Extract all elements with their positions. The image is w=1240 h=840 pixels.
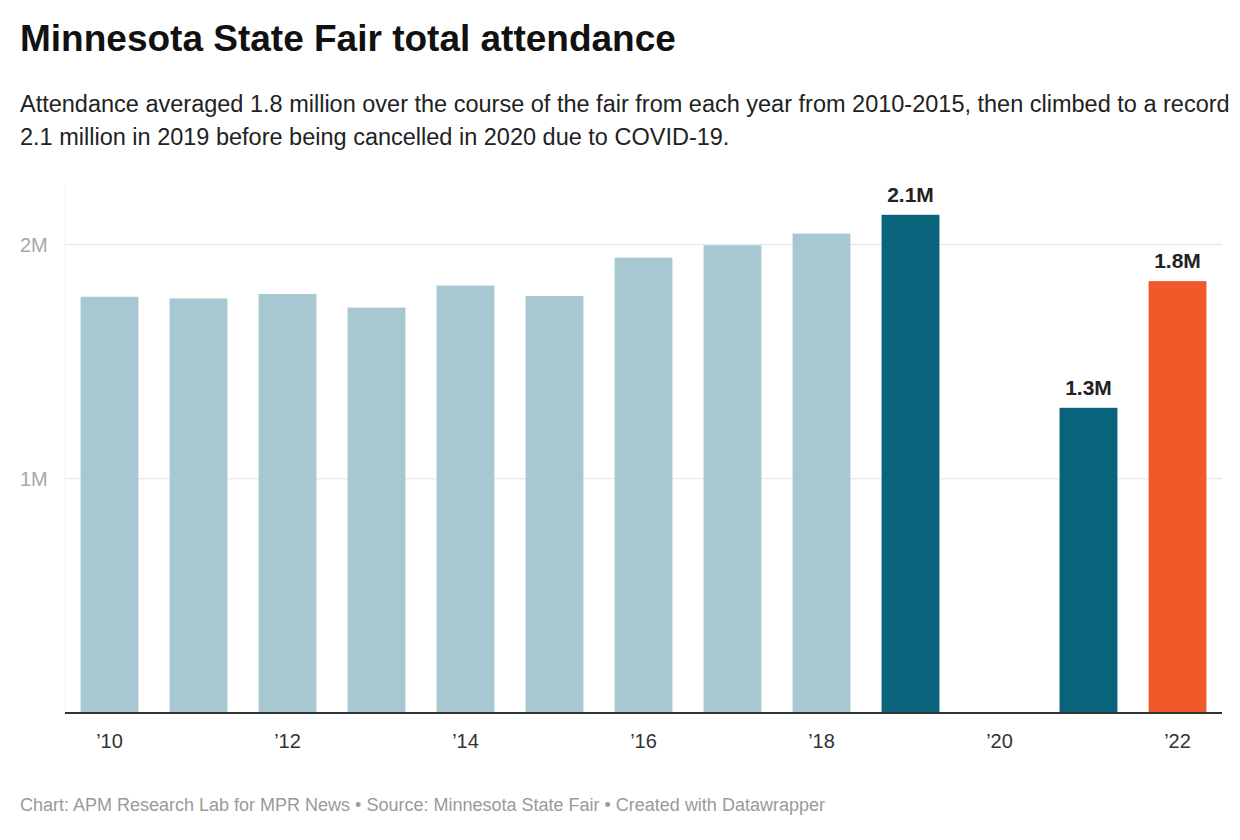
x-tick-label: ’12 [274, 730, 301, 752]
bar [793, 234, 851, 713]
data-labels: 2.1M 1.3M 1.8M [887, 183, 1201, 399]
y-axis-line [65, 186, 66, 713]
chart: 1M 2M ’10 ’12 ’14 ’16 ’18 ’20 ’22 2.1M 1.3M 1.8M [0, 0, 1240, 840]
bar [437, 286, 495, 713]
y-tick-label: 2M [20, 234, 48, 256]
title: Minnesota State Fair total attendance [20, 18, 676, 60]
bar [170, 298, 228, 713]
bar [704, 245, 762, 713]
x-axis: ’10 ’12 ’14 ’16 ’18 ’20 ’22 [96, 730, 1191, 752]
bars [81, 215, 1207, 713]
bar [259, 294, 317, 713]
bar [81, 297, 139, 713]
bar [882, 215, 940, 713]
bar [1060, 408, 1118, 713]
bar [348, 308, 406, 713]
footer: Chart: APM Research Lab for MPR News • S… [20, 795, 825, 816]
data-label: 2.1M [887, 183, 934, 206]
y-axis: 1M 2M [20, 186, 65, 713]
page: Minnesota State Fair total attendance At… [0, 0, 1240, 840]
x-axis-line [65, 712, 1222, 714]
data-label: 1.8M [1154, 249, 1201, 272]
bar [615, 258, 673, 713]
x-tick-label: ’14 [452, 730, 479, 752]
grid-line [65, 244, 1222, 245]
data-label: 1.3M [1065, 376, 1112, 399]
x-tick-label: ’22 [1164, 730, 1191, 752]
bar [526, 296, 584, 713]
bar [1149, 281, 1207, 713]
x-tick-label: ’16 [630, 730, 657, 752]
x-tick-label: ’20 [986, 730, 1013, 752]
y-tick-label: 1M [20, 468, 48, 490]
x-tick-label: ’10 [96, 730, 123, 752]
subtitle: Attendance averaged 1.8 million over the… [20, 88, 1230, 154]
x-tick-label: ’18 [808, 730, 835, 752]
